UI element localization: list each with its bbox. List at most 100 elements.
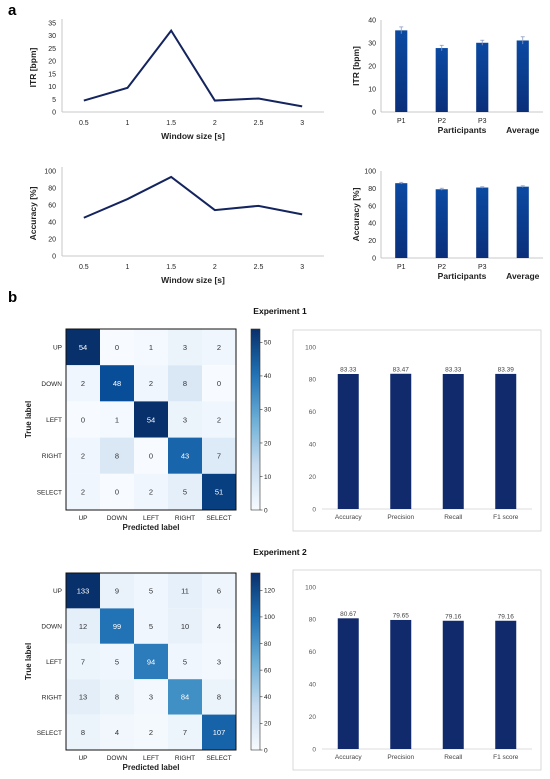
y-axis-title: Accuracy [%]: [28, 186, 38, 240]
x-tick-label: P2: [437, 264, 446, 271]
bar-p3: [476, 187, 489, 258]
cm-cell: [202, 679, 236, 715]
cm-cell-value: 2: [81, 379, 85, 388]
cm-cell: [134, 608, 168, 644]
y-tick-label: 20: [48, 237, 56, 244]
cm-cell-value: 3: [183, 343, 187, 352]
cm-cell-value: 54: [147, 415, 155, 424]
cm-cell-value: 48: [113, 379, 121, 388]
x-tick-label: P1: [397, 118, 406, 125]
cm-cell-value: 51: [215, 488, 223, 497]
cm-cell: [66, 473, 100, 510]
cm-cell: [168, 473, 202, 510]
cm-row-label: UP: [53, 588, 62, 595]
cm-cell: [134, 714, 168, 750]
data-label: 79.65: [393, 612, 410, 619]
cm-cell: [134, 573, 168, 609]
colorbar: [250, 572, 261, 751]
cm-cell-value: 8: [81, 728, 85, 737]
cm-cell-value: 0: [115, 488, 119, 497]
cm-cell: [202, 329, 236, 366]
y-tick-label: 20: [48, 59, 56, 66]
cm-cell: [168, 643, 202, 680]
cm-col-label: SELECT: [206, 755, 231, 762]
cm-cell: [168, 608, 202, 644]
cm-cell: [66, 643, 100, 680]
cm-cell-value: 0: [149, 452, 153, 461]
cm-cell: [202, 608, 236, 644]
data-label: 79.16: [498, 613, 515, 620]
colorbar-tick-label: 10: [264, 474, 272, 481]
y-tick-label: 100: [305, 584, 316, 591]
y-tick-label: 40: [48, 220, 56, 227]
cm-cell: [66, 401, 100, 438]
cm-cell: [66, 679, 100, 715]
y-axis-title: ITR [bpm]: [351, 46, 361, 86]
cm-cell-value: 43: [181, 452, 189, 461]
panel-label-b: b: [8, 289, 18, 306]
x-tick-label-average: Average: [506, 125, 540, 135]
x-tick-label: 0.5: [79, 120, 89, 127]
cm-cell-value: 8: [183, 379, 187, 388]
cm-cell-value: 8: [115, 693, 119, 702]
cm-cell: [66, 437, 100, 474]
cm-frame: [65, 572, 237, 751]
series-line: [83, 28, 303, 108]
y-tick-label: 100: [364, 169, 376, 176]
cm-cell: [168, 329, 202, 366]
x-tick-label: 2: [213, 264, 217, 271]
cm-row-label: LEFT: [46, 659, 62, 666]
cm-cell-value: 7: [217, 452, 221, 461]
x-tick-label: 2.5: [254, 120, 264, 127]
x-tick-label: Recall: [444, 514, 463, 521]
cm-col-label: LEFT: [143, 755, 159, 762]
cm-row-label: DOWN: [41, 381, 62, 388]
bar-f1-score: [495, 620, 517, 749]
colorbar-tick-label: 40: [264, 373, 272, 380]
y-tick-label: 20: [368, 238, 376, 245]
colorbar-tick-label: 20: [264, 721, 272, 728]
cm_exp1-heatmap: 54 0 1 3 22 48 2 8 00 1 54 3 22 8 0 43 72 0 2 5 51UPUPDOWNDO…: [24, 328, 272, 532]
chart-frame: [292, 569, 542, 771]
x-tick-label: 1: [126, 120, 130, 127]
y-tick-label: 100: [44, 169, 56, 176]
x-tick-label: F1 score: [493, 514, 519, 521]
cm-col-label: RIGHT: [175, 515, 195, 522]
colorbar-tick-label: 50: [264, 340, 272, 347]
y-tick-label: 0: [372, 256, 376, 263]
y-tick-label: 10: [48, 84, 56, 91]
y-tick-label: 10: [368, 87, 376, 94]
cm-cell: [202, 437, 236, 474]
colorbar-tick-label: 0: [264, 747, 268, 754]
cm-cell: [134, 679, 168, 715]
cm-cell: [202, 573, 236, 609]
cm-cell: [134, 643, 168, 680]
x-axis-title: Participants: [438, 125, 487, 135]
cm-cell: [66, 608, 100, 644]
cm-cell: [202, 401, 236, 438]
cm-cell-value: 10: [181, 622, 189, 631]
y-tick-label: 20: [368, 64, 376, 71]
y-tick-label: 60: [48, 203, 56, 210]
cm-cell-value: 0: [217, 379, 221, 388]
experiment-2-title: Experiment 2: [253, 547, 307, 557]
y-axis-title: True label: [24, 643, 33, 680]
cm-cell-value: 5: [149, 622, 153, 631]
bar-p1: [395, 30, 408, 113]
cm-cell-value: 2: [217, 415, 221, 424]
x-tick-label: Accuracy: [335, 514, 362, 521]
y-tick-label: 40: [309, 442, 317, 449]
cm-cell-value: 2: [149, 488, 153, 497]
x-tick-label: F1 score: [493, 754, 519, 761]
cm-cell: [100, 714, 134, 750]
cm-cell-value: 11: [181, 587, 189, 596]
y-tick-label: 0: [372, 110, 376, 117]
bar-accuracy: [337, 618, 359, 749]
y-tick-label: 5: [52, 97, 56, 104]
data-label: 80.67: [340, 611, 357, 618]
x-axis-title: Predicted label: [123, 763, 180, 772]
cm-cell: [134, 437, 168, 474]
y-axis-title: ITR [bpm]: [28, 48, 38, 88]
